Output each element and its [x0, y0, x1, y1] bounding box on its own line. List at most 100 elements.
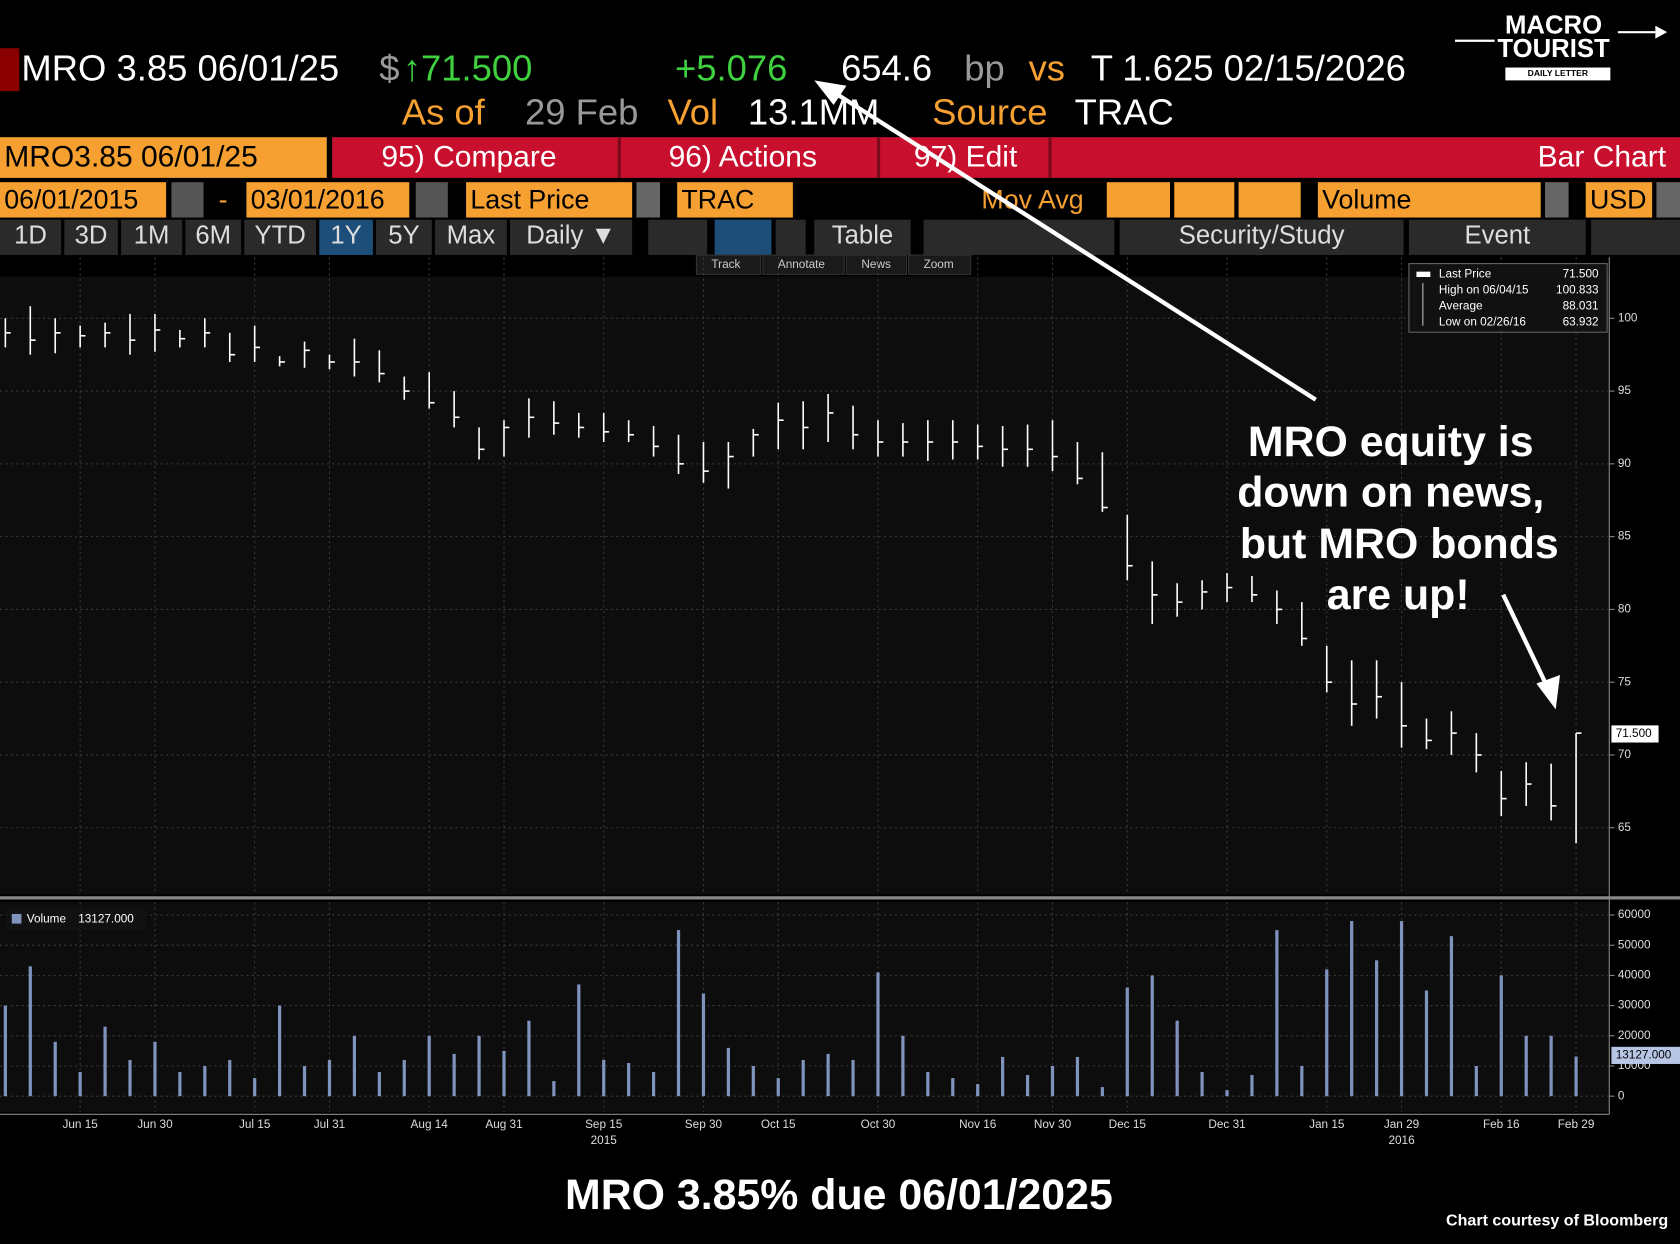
chart-tool[interactable]: [845, 254, 907, 275]
legend-label: Average: [1439, 300, 1483, 313]
input-field[interactable]: [246, 182, 410, 218]
range-button-label[interactable]: Security/Study: [1179, 222, 1345, 250]
volume-bar: [1449, 936, 1454, 1097]
icon-button[interactable]: [714, 219, 772, 256]
range-button[interactable]: [510, 219, 633, 256]
range-button[interactable]: [1408, 219, 1586, 256]
range-button[interactable]: [814, 219, 911, 256]
chart-tool-label[interactable]: Zoom: [924, 258, 954, 271]
range-button-label[interactable]: 1M: [134, 222, 170, 250]
volume-bar: [801, 1059, 805, 1097]
menu-button[interactable]: 96) Actions: [669, 141, 817, 174]
volume-bar: [1424, 990, 1429, 1097]
volume-bar: [178, 1072, 182, 1097]
x-tick-label: Jun 15: [62, 1118, 98, 1131]
x-tick-label: Jul 15: [239, 1118, 271, 1131]
range-button[interactable]: [1119, 219, 1404, 256]
icon-button[interactable]: [775, 219, 806, 256]
x-tick-label: Feb 16: [1483, 1118, 1520, 1131]
input-field[interactable]: [1317, 182, 1541, 218]
input-field[interactable]: [1106, 182, 1170, 218]
volume-flag: [1611, 1046, 1680, 1064]
input-label[interactable]: 06/01/2015: [4, 185, 138, 215]
icon-button[interactable]: [923, 219, 1115, 256]
source-label: Source: [932, 91, 1047, 132]
security-field-label: MRO3.85 06/01/25: [4, 141, 257, 174]
chart-tool[interactable]: [695, 254, 762, 275]
icon-button[interactable]: [648, 219, 708, 256]
chart-tool-label[interactable]: Track: [711, 258, 740, 271]
range-button[interactable]: [0, 219, 62, 256]
volume-bar: [153, 1041, 157, 1097]
input-field[interactable]: [0, 182, 167, 218]
legend-label: Low on 02/26/16: [1439, 316, 1526, 329]
input-field[interactable]: [677, 182, 793, 218]
plot: 6570758085909510001000020000300004000050…: [0, 257, 1651, 1147]
annotation-line: are up!: [1327, 571, 1470, 619]
legend-swatch: [11, 913, 22, 924]
range-button[interactable]: [244, 219, 317, 256]
input-label[interactable]: 03/01/2016: [251, 185, 385, 215]
menu-button[interactable]: 97) Edit: [914, 141, 1018, 174]
volume-bar: [302, 1065, 307, 1097]
range-button[interactable]: [376, 219, 432, 256]
volume-bar: [651, 1072, 656, 1097]
chart-tool-label[interactable]: Annotate: [778, 258, 826, 271]
range-button[interactable]: [121, 219, 183, 256]
range-button[interactable]: [435, 219, 507, 256]
input-label: -: [219, 185, 228, 215]
dropdown-button[interactable]: [1545, 182, 1569, 218]
dropdown-button[interactable]: [636, 182, 660, 218]
range-button[interactable]: [185, 219, 242, 256]
chart-tool[interactable]: [762, 254, 845, 275]
volume-bar: [1399, 921, 1404, 1097]
input-field[interactable]: [1585, 182, 1653, 218]
input-label[interactable]: USD: [1590, 185, 1647, 215]
range-button-label[interactable]: Max: [447, 222, 496, 250]
x-tick-label: Aug 31: [485, 1118, 522, 1131]
range-button-label[interactable]: 3D: [75, 222, 108, 250]
x-tick-label: Oct 15: [761, 1118, 796, 1131]
dropdown-button[interactable]: [1656, 182, 1680, 218]
menu-button[interactable]: Bar Chart: [1538, 141, 1667, 174]
volume-bar: [28, 966, 32, 1097]
range-button-label[interactable]: 6M: [195, 222, 231, 250]
range-button-label[interactable]: 1D: [14, 222, 47, 250]
input-label[interactable]: TRAC: [681, 185, 754, 215]
icon-button[interactable]: [1591, 219, 1680, 256]
range-button-label[interactable]: Event: [1464, 222, 1530, 250]
volume-bar: [776, 1078, 780, 1097]
legend-value: 71.500: [1563, 267, 1599, 280]
range-button-label[interactable]: Table: [832, 222, 893, 250]
chart-tool[interactable]: [908, 254, 972, 275]
range-button-label[interactable]: YTD: [254, 222, 305, 250]
volume-bar: [851, 1059, 855, 1097]
input-field[interactable]: [466, 182, 633, 218]
price-legend: Last Price 71.500 High on 06/04/15 100.8…: [1408, 263, 1608, 333]
range-button-label[interactable]: Daily ▼: [526, 222, 616, 250]
range-button-label[interactable]: 1Y: [330, 222, 361, 250]
menu-button[interactable]: 95) Compare: [381, 141, 556, 174]
y-tick-label: 65: [1618, 821, 1632, 834]
volume-bar: [1325, 969, 1329, 1097]
input-label[interactable]: Last Price: [470, 185, 589, 215]
range-button[interactable]: [319, 219, 373, 256]
input-field[interactable]: [1174, 182, 1235, 218]
volume-bar: [78, 1072, 82, 1097]
volume-bar: [1150, 975, 1154, 1097]
y-tick-label: 0: [1618, 1089, 1625, 1102]
x-tick-label: Jan 15: [1309, 1118, 1345, 1131]
legend-value: 88.031: [1563, 300, 1599, 313]
range-button-label[interactable]: 5Y: [388, 222, 419, 250]
input-label[interactable]: Volume: [1322, 185, 1411, 215]
range-button[interactable]: [64, 219, 118, 256]
volume-bar: [327, 1059, 332, 1097]
calendar-button[interactable]: [415, 182, 448, 218]
calendar-button[interactable]: [171, 182, 204, 218]
chart-tool-label[interactable]: News: [861, 258, 891, 271]
volume-bar: [377, 1072, 381, 1097]
input-field[interactable]: [1238, 182, 1301, 218]
volume-bar: [1050, 1065, 1055, 1097]
volume-bar: [253, 1078, 257, 1097]
